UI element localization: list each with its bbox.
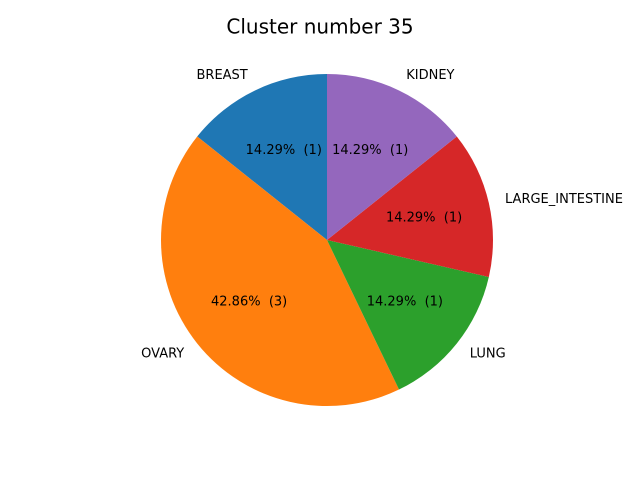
pie-slice-breast <box>197 74 327 240</box>
slice-label-breast: BREAST <box>197 68 248 83</box>
slice-pct-label-breast: 14.29% (1) <box>246 143 322 158</box>
pie-slice-large-intestine <box>327 136 493 277</box>
pie-labels: BREAST 14.29% (1) OVARY 42.86% (3) LUNG 14.29… <box>141 68 623 361</box>
slice-label-lung: LUNG <box>470 346 506 361</box>
pie-slices <box>161 74 493 406</box>
slice-label-kidney: KIDNEY <box>406 68 454 83</box>
slice-label-large-intestine: LARGE_INTESTINE <box>505 192 623 207</box>
pie-slice-lung <box>327 240 489 390</box>
slice-pct-label-lung: 14.29% (1) <box>367 295 443 310</box>
slice-pct-label-large-intestine: 14.29% (1) <box>386 210 462 225</box>
slice-label-ovary: OVARY <box>141 346 184 361</box>
slice-pct-label-kidney: 14.29% (1) <box>332 143 408 158</box>
pie-slice-ovary <box>161 136 400 406</box>
pie-slice-kidney <box>327 74 457 240</box>
slice-pct-label-ovary: 42.86% (3) <box>211 295 287 310</box>
chart-title: Cluster number 35 <box>226 15 413 39</box>
